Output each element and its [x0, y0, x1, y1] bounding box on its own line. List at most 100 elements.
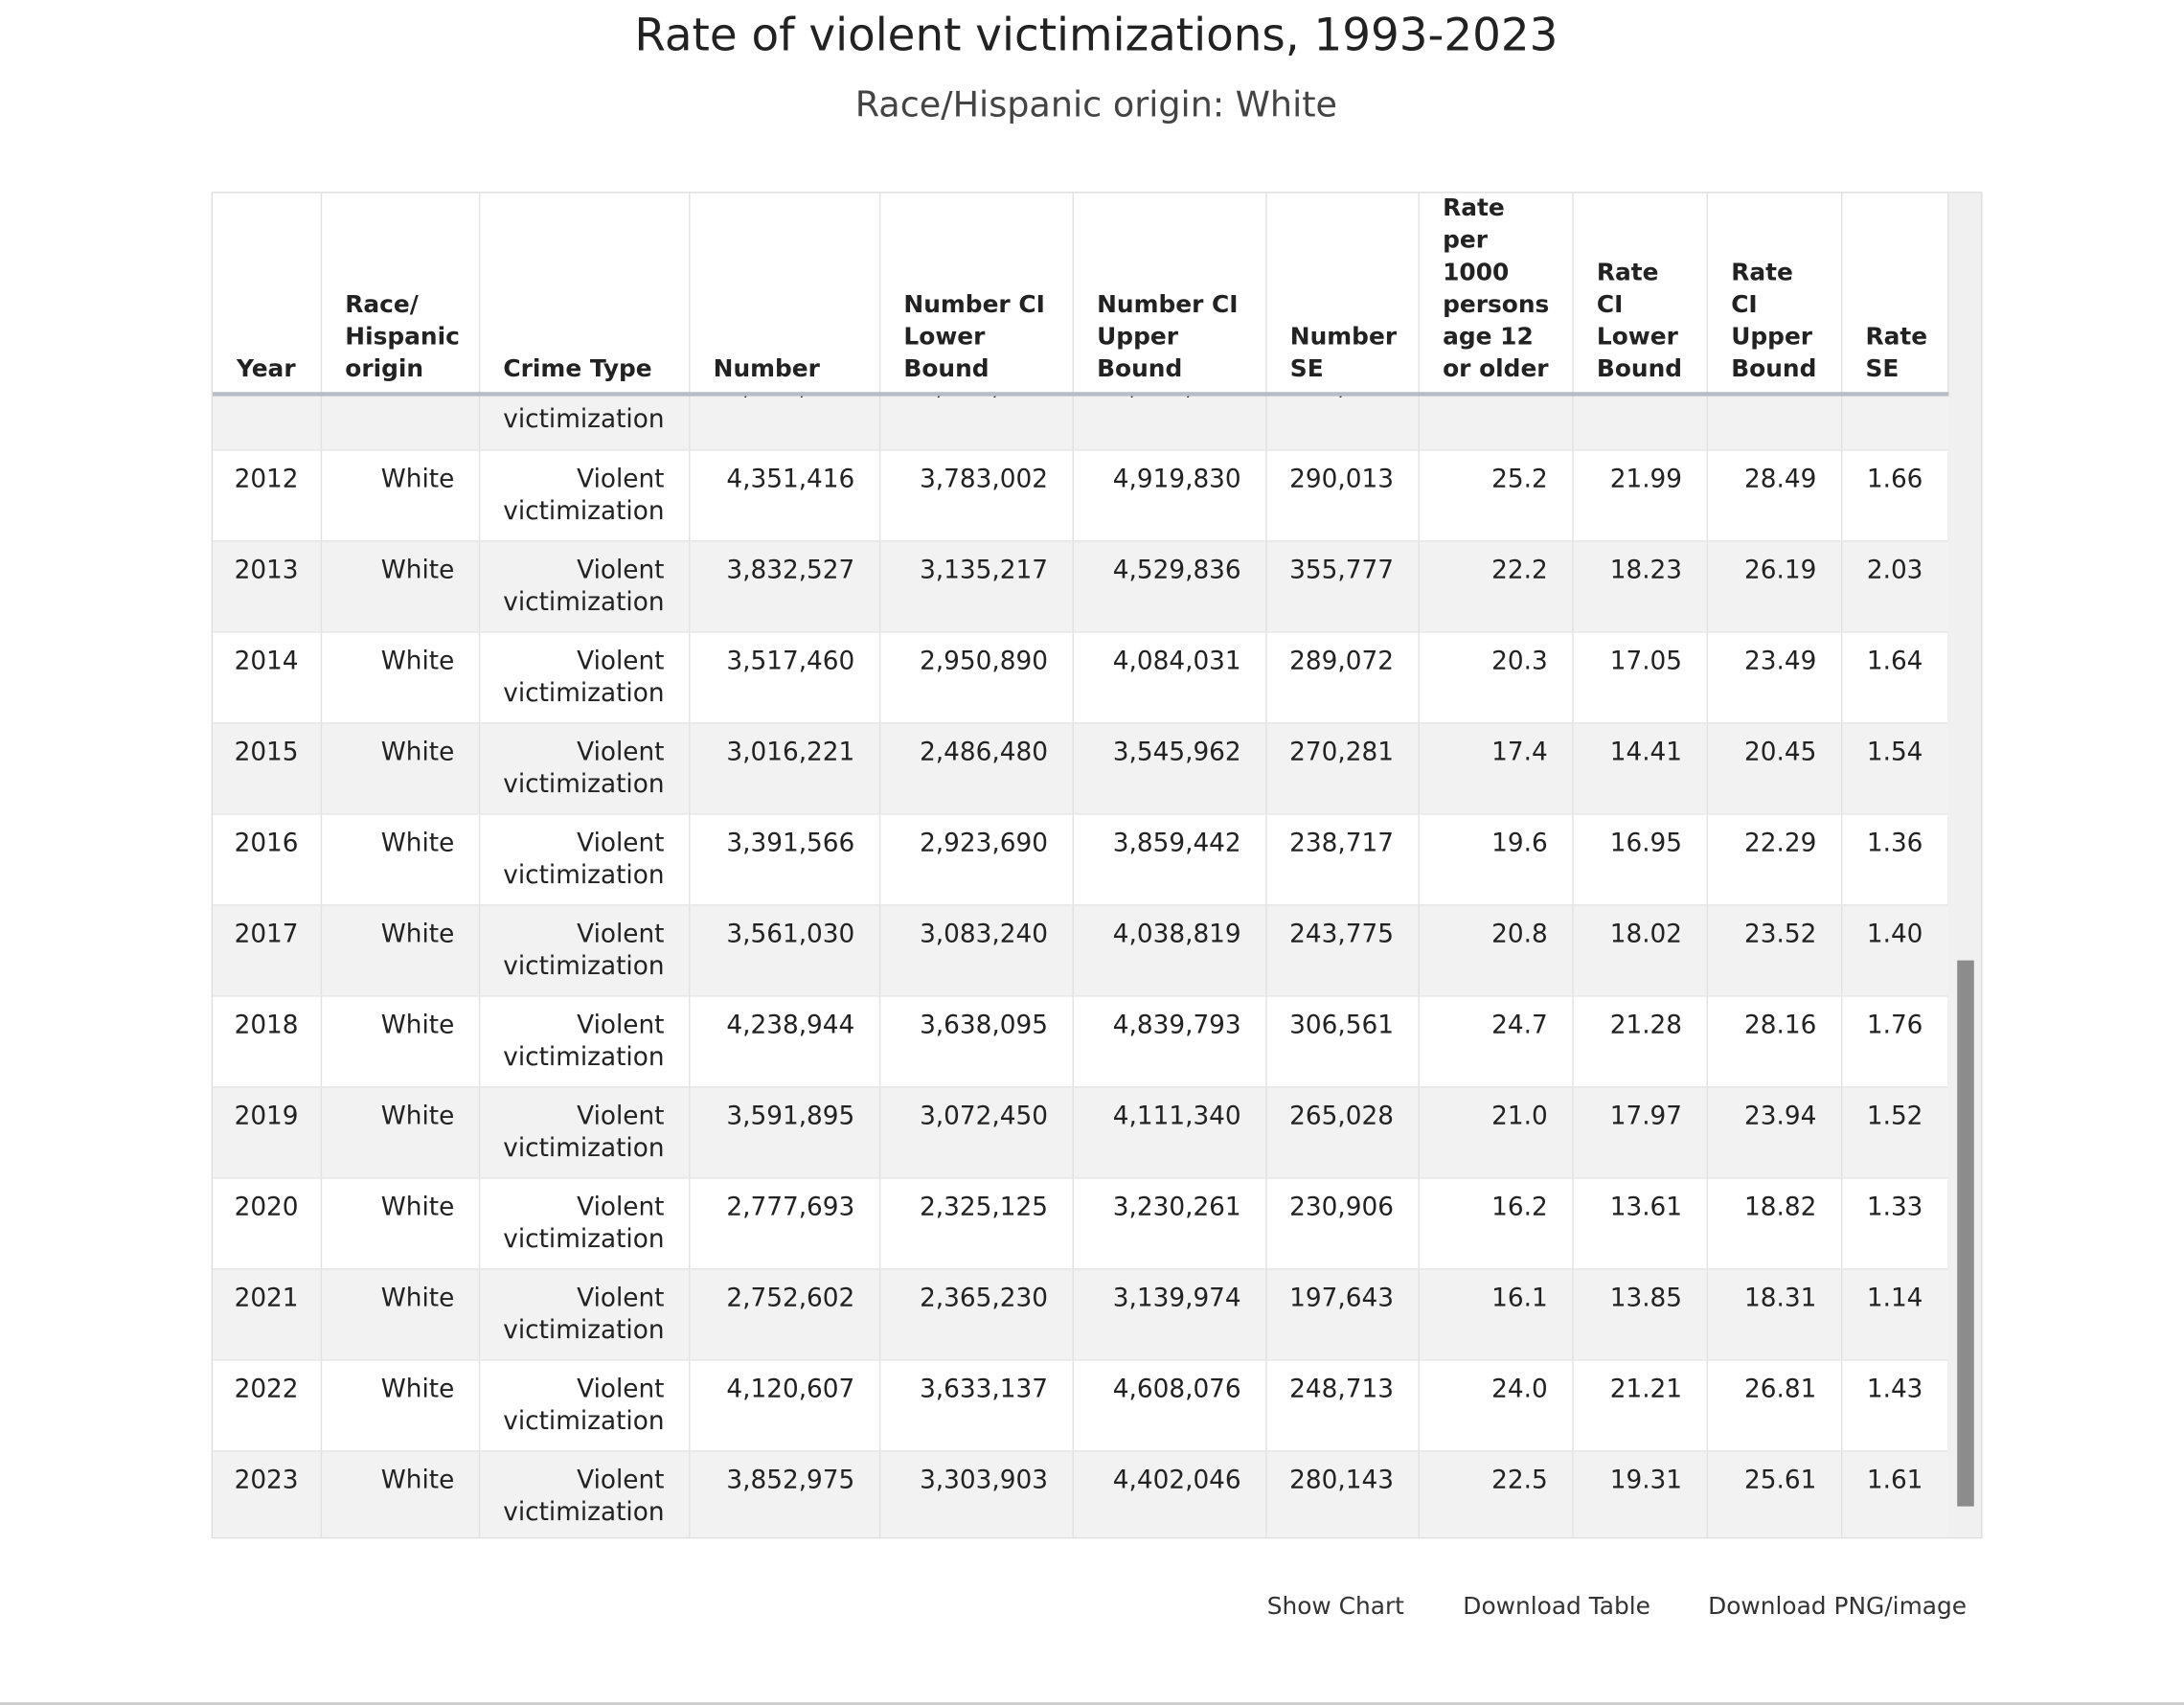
- subtitle: Race/Hispanic origin: White: [854, 83, 1338, 125]
- table-cell: 2021: [213, 1268, 322, 1360]
- column-header[interactable]: Race/ Hispanic origin: [320, 193, 480, 395]
- table-cell: 13.61: [1572, 1177, 1708, 1269]
- table-cell: 2012: [213, 449, 322, 541]
- table-cell: 25.2: [1418, 449, 1574, 541]
- column-header-text: Race/ Hispanic origin: [345, 290, 460, 384]
- table-row: 2013 White Violent victimization 3,832,527 3…: [213, 540, 1947, 632]
- table-cell: 4,608,076: [1072, 1359, 1266, 1451]
- table-cell: 2013: [213, 540, 322, 632]
- table-row: 2020 White Violent victimization 2,777,693 2…: [213, 1177, 1947, 1269]
- table-row: 2018 White Violent victimization 4,238,944 3…: [213, 995, 1947, 1087]
- table-cell: 28.49: [1706, 449, 1842, 541]
- table-cell: 230,906: [1265, 1177, 1420, 1269]
- table-cell: 1.33: [1840, 1177, 1947, 1269]
- table-cell: 248,713: [1265, 1359, 1420, 1451]
- table-cell: 355,777: [1265, 540, 1420, 632]
- column-header-text: Number CI Upper Bound: [1097, 290, 1239, 384]
- column-header[interactable]: Rate CI Lower Bound: [1572, 193, 1708, 395]
- table-cell: 14.41: [1572, 722, 1708, 814]
- table-cell: 3,230,261: [1072, 1177, 1266, 1269]
- table-cell: 1.43: [1840, 1359, 1947, 1451]
- table-cell: Violent victimization: [478, 904, 690, 996]
- table-cell: 17.05: [1572, 631, 1708, 723]
- table-cell: 4,351,416: [689, 449, 880, 541]
- column-header[interactable]: Number: [689, 193, 880, 395]
- table-cell: 19.31: [1572, 1450, 1708, 1537]
- column-header[interactable]: Crime Type: [478, 193, 690, 395]
- table-cell: White: [320, 1450, 480, 1537]
- table-cell: 16.2: [1418, 1177, 1574, 1269]
- table-cell: 3,852,975: [689, 1450, 880, 1537]
- table-cell: 4,120,607: [689, 1359, 880, 1451]
- table-cell: Violent victimization: [478, 1268, 690, 1360]
- table-cell: 22.2: [1418, 540, 1574, 632]
- table-cell: 1.54: [1840, 722, 1947, 814]
- table-cell: 4,238,944: [689, 995, 880, 1087]
- table-row: 2017 White Violent victimization 3,561,030 3…: [213, 904, 1947, 996]
- table-cell: 23.52: [1706, 904, 1842, 996]
- table-cell: 21.99: [1572, 449, 1708, 541]
- button[interactable]: Download Table: [1463, 1593, 1650, 1622]
- table-cell: 280,143: [1265, 1450, 1420, 1537]
- table-cell: 265,028: [1265, 1086, 1420, 1178]
- table-rows: 2011WhiteViolent victimization3,719,7293…: [213, 380, 1947, 1537]
- button[interactable]: Download PNG/image: [1708, 1593, 1968, 1622]
- table-cell: 17.97: [1572, 1086, 1708, 1178]
- table-cell: White: [320, 540, 480, 632]
- column-header[interactable]: Year: [213, 193, 322, 395]
- table-cell: 2018: [213, 995, 322, 1087]
- button[interactable]: Show Chart: [1266, 1593, 1404, 1622]
- column-header[interactable]: Number CI Upper Bound: [1072, 193, 1266, 395]
- column-header[interactable]: Number SE: [1265, 193, 1420, 395]
- table-cell: 4,084,031: [1072, 631, 1266, 723]
- column-header[interactable]: Rate per 1000 persons age 12 or older: [1418, 193, 1574, 395]
- table-cell: 3,545,962: [1072, 722, 1266, 814]
- table-cell: 21.0: [1418, 1086, 1574, 1178]
- column-header[interactable]: Number CI Lower Bound: [878, 193, 1074, 395]
- column-header-text: Rate per 1000 persons age 12 or older: [1443, 194, 1550, 384]
- table-cell: 1.52: [1840, 1086, 1947, 1178]
- table-cell: 21.21: [1572, 1359, 1708, 1451]
- table-cell: White: [320, 813, 480, 905]
- column-header[interactable]: Rate SE: [1840, 193, 1948, 395]
- scrollbar-thumb[interactable]: [1957, 960, 1974, 1507]
- table-panel: Year Race/ Hispanic origin Crime Type Numbe…: [211, 192, 1983, 1539]
- table-cell: 21.28: [1572, 995, 1708, 1087]
- table-cell: 18.23: [1572, 540, 1708, 632]
- column-header-text: Number CI Lower Bound: [903, 290, 1045, 384]
- table-cell: 2016: [213, 813, 322, 905]
- table-cell: 20.3: [1418, 631, 1574, 723]
- table-cell: 3,135,217: [878, 540, 1074, 632]
- table-cell: 3,591,895: [689, 1086, 880, 1178]
- table-cell: Violent victimization: [478, 722, 690, 814]
- table-cell: 2.03: [1840, 540, 1947, 632]
- table-cell: 197,643: [1265, 1268, 1420, 1360]
- table-cell: 2017: [213, 904, 322, 996]
- table-cell: 20.45: [1706, 722, 1842, 814]
- table-cell: White: [320, 1359, 480, 1451]
- table-cell: 24.0: [1418, 1359, 1574, 1451]
- table-cell: 23.49: [1706, 631, 1842, 723]
- table-cell: 28.16: [1706, 995, 1842, 1087]
- table-cell: 243,775: [1265, 904, 1420, 996]
- table-cell: 4,839,793: [1072, 995, 1266, 1087]
- table-cell: 24.7: [1418, 995, 1574, 1087]
- table-cell: 289,072: [1265, 631, 1420, 723]
- table-cell: White: [320, 904, 480, 996]
- table-row: 2023 White Violent victimization 3,852,975 3…: [213, 1450, 1947, 1537]
- table-cell: 22.5: [1418, 1450, 1574, 1537]
- column-header[interactable]: Rate CI Upper Bound: [1706, 193, 1842, 395]
- table-cell: 23.94: [1706, 1086, 1842, 1178]
- table-cell: White: [320, 1086, 480, 1178]
- table-cell: 2014: [213, 631, 322, 723]
- table-cell: 22.29: [1706, 813, 1842, 905]
- table-cell: 18.02: [1572, 904, 1708, 996]
- table-cell: Violent victimization: [478, 631, 690, 723]
- table-cell: 16.1: [1418, 1268, 1574, 1360]
- table-row: 2015 White Violent victimization 3,016,221 2…: [213, 722, 1947, 814]
- column-header-text: Number SE: [1289, 323, 1398, 384]
- column-header-text: Number: [713, 355, 820, 384]
- column-header-text: Rate CI Upper Bound: [1731, 259, 1817, 384]
- table-cell: Violent victimization: [478, 540, 690, 632]
